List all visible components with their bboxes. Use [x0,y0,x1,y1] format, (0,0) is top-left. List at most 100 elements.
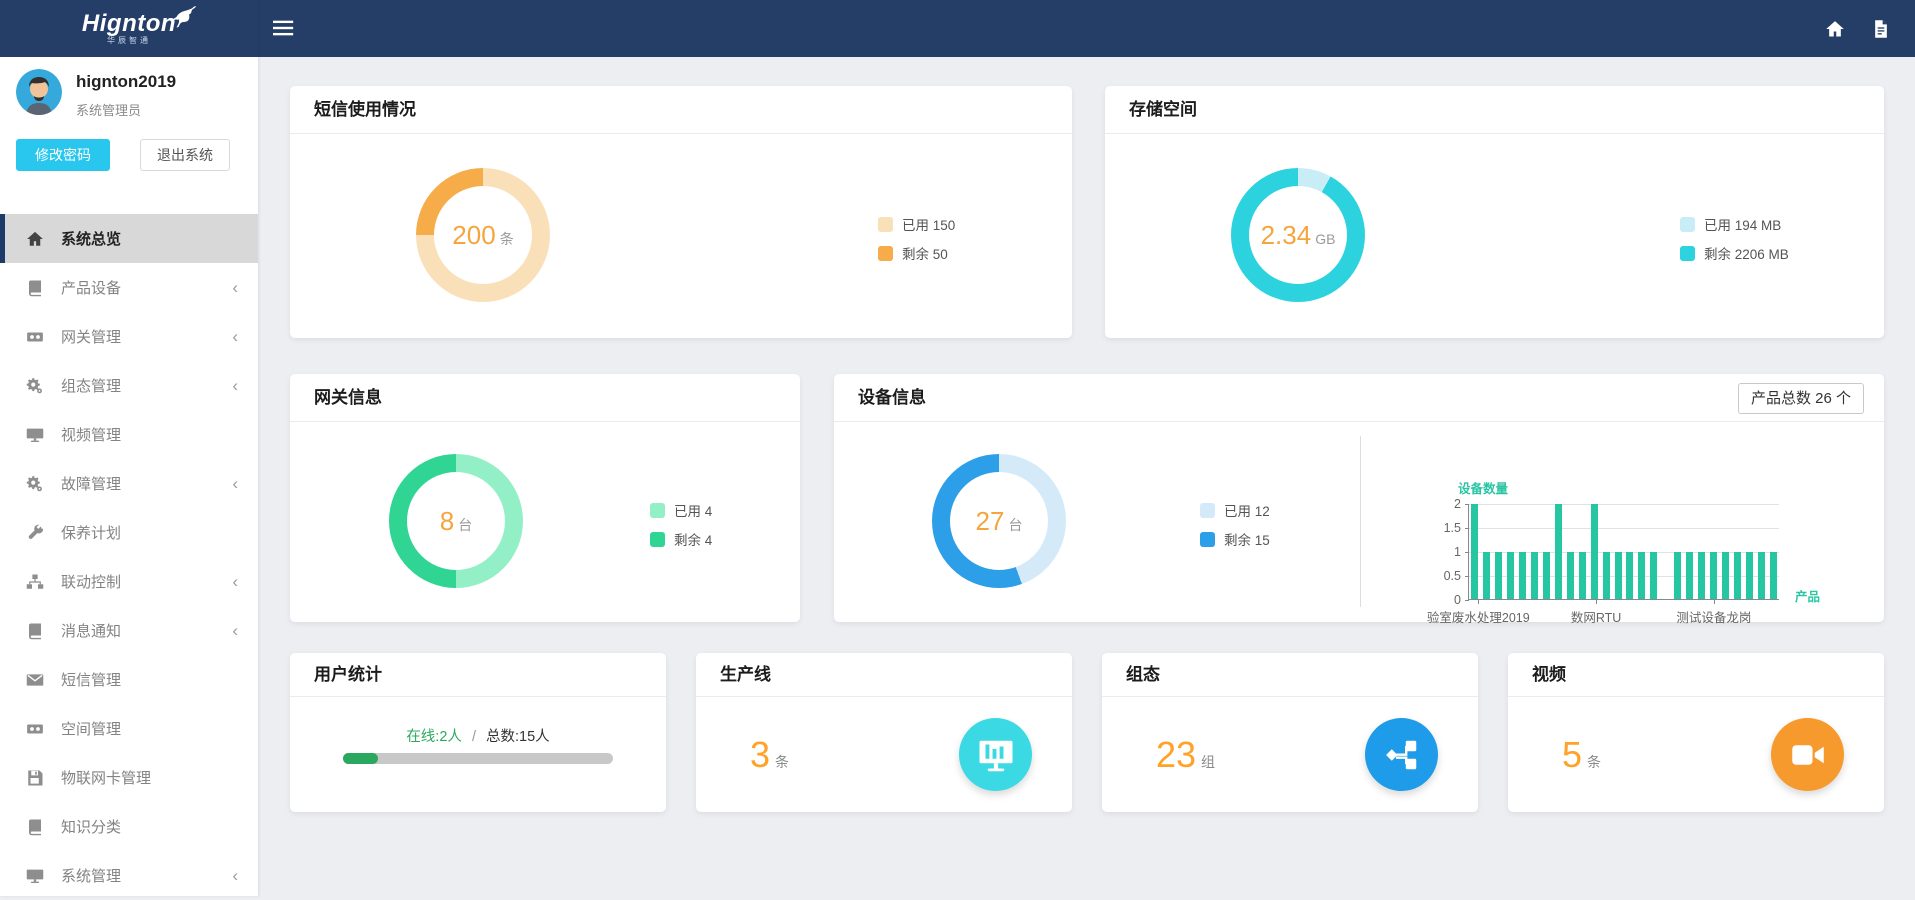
card-title: 视频 [1508,653,1884,697]
bar-slot [1541,504,1553,599]
config-unit: 组 [1201,753,1216,770]
bar-slot [1731,504,1743,599]
sidebar-item-1[interactable]: 系统总览 [0,214,258,263]
storage-total-value: 2.34 [1260,219,1312,250]
bar-slot [1529,504,1541,599]
bar [1531,551,1539,599]
sidebar-item-5[interactable]: 视频管理 [0,410,258,459]
monitor-icon [26,867,46,885]
legend-label: 剩余 50 [902,247,948,262]
y-tickmark [1465,504,1469,505]
gridline [1469,528,1779,529]
sidebar-item-14[interactable]: 系统管理 ‹ [0,851,258,900]
x-tickmark [1478,599,1480,604]
sidebar-item-label: 组态管理 [61,378,122,395]
device-donut-chart: 27 台 [932,454,1066,588]
bar-slot [1564,504,1576,599]
brand-name: Hignton 华辰智通 [81,10,177,45]
legend-swatch [878,245,893,261]
sidebar-item-11[interactable]: 空间管理 [0,704,258,753]
change-password-button[interactable]: 修改密码 [16,139,110,171]
sidebar-item-12[interactable]: 物联网卡管理 [0,753,258,802]
bar-slot [1743,504,1755,599]
storage-donut-chart: 2.34 GB [1231,168,1365,302]
brand-subtitle: 华辰智通 [106,36,151,45]
bar [1745,551,1753,599]
storage-card: 存储空间 2.34 GB 已用 194 MB 剩余 2206 MB [1105,86,1884,338]
sidebar-item-label: 视频管理 [61,427,122,444]
device-total-unit: 台 [1008,517,1023,533]
x-tickmark [1596,599,1598,604]
total-count: 总数:15人 [486,729,550,745]
sidebar-item-7[interactable]: 保养计划 [0,508,258,557]
bar [1495,551,1503,599]
separator: / [471,729,476,745]
bar [1554,504,1562,599]
chevron-left-icon: ‹ [232,621,238,640]
device-legend: 已用 12 剩余 15 [1200,500,1270,558]
book-icon [26,279,46,297]
sidebar-item-2[interactable]: 产品设备 ‹ [0,263,258,312]
sidebar-item-6[interactable]: 故障管理 ‹ [0,459,258,508]
legend-label: 已用 150 [902,218,956,233]
bar-series [1469,504,1779,599]
legend-swatch [1200,502,1215,518]
bar [1578,551,1586,599]
legend-item: 剩余 15 [1200,529,1270,549]
gridline [1469,576,1779,577]
sidebar-item-9[interactable]: 消息通知 ‹ [0,606,258,655]
online-count: 在线:2人 [406,729,462,745]
online-users-progressbar [343,753,613,764]
sms-total-unit: 条 [499,231,514,247]
bar [1709,551,1717,599]
bar-slot [1624,504,1636,599]
y-tickmark [1465,576,1469,577]
menu-toggle-icon[interactable] [273,17,295,39]
product-total-badge[interactable]: 产品总数 26 个 [1737,383,1864,414]
document-icon[interactable] [1871,19,1891,39]
sidebar-item-label: 网关管理 [61,329,122,346]
bar [1614,551,1622,599]
bar [1590,504,1598,599]
chevron-left-icon: ‹ [232,278,238,297]
sidebar-item-13[interactable]: 知识分类 [0,802,258,851]
legend-label: 已用 4 [674,504,713,519]
username: hignton2019 [76,72,177,91]
sms-total-value: 200 [452,219,496,250]
x-tick-label: 测试设备龙岗 [1676,611,1752,625]
bar-slot [1660,504,1672,599]
chevron-left-icon: ‹ [232,376,238,395]
bar [1566,551,1574,599]
sidebar-item-4[interactable]: 组态管理 ‹ [0,361,258,410]
bar [1626,551,1634,599]
sidebar-item-label: 产品设备 [61,280,122,297]
sidebar-item-3[interactable]: 网关管理 ‹ [0,312,258,361]
sidebar-item-8[interactable]: 联动控制 ‹ [0,557,258,606]
gridline [1469,552,1779,553]
gears-icon [26,475,46,493]
card-title: 存储空间 [1105,86,1884,134]
legend-item: 已用 194 MB [1680,214,1789,234]
sidebar-item-10[interactable]: 短信管理 [0,655,258,704]
y-tick-label: 0.5 [1443,569,1461,583]
logout-button[interactable]: 退出系统 [140,139,230,171]
bar [1471,504,1479,599]
user-role: 系统管理员 [76,103,142,118]
sidebar-item-label: 知识分类 [61,819,122,836]
chevron-left-icon: ‹ [232,474,238,493]
legend-item: 已用 150 [878,214,955,234]
legend-label: 已用 194 MB [1704,218,1782,233]
chevron-left-icon: ‹ [232,866,238,885]
user-stats-text: 在线:2人 / 总数:15人 [290,725,666,746]
user-panel: hignton2019 系统管理员 修改密码 退出系统 [0,57,258,212]
legend-label: 剩余 2206 MB [1704,247,1789,262]
bar-slot [1576,504,1588,599]
configuration-card: 组态 23 组 [1102,653,1478,812]
gateway-icon [26,328,46,346]
chart-plot-area: 产品 2 1.5 1 0.5 0 验室废水处理2019 数网RTU 测试设备龙岗 [1427,497,1820,625]
home-icon[interactable] [1825,19,1845,39]
legend-swatch [650,531,665,547]
x-tickmark [1713,599,1715,604]
bar-slot [1481,504,1493,599]
device-info-card: 设备信息 产品总数 26 个 27 台 已用 12 剩余 15 设备数量 产品 2… [834,374,1884,625]
